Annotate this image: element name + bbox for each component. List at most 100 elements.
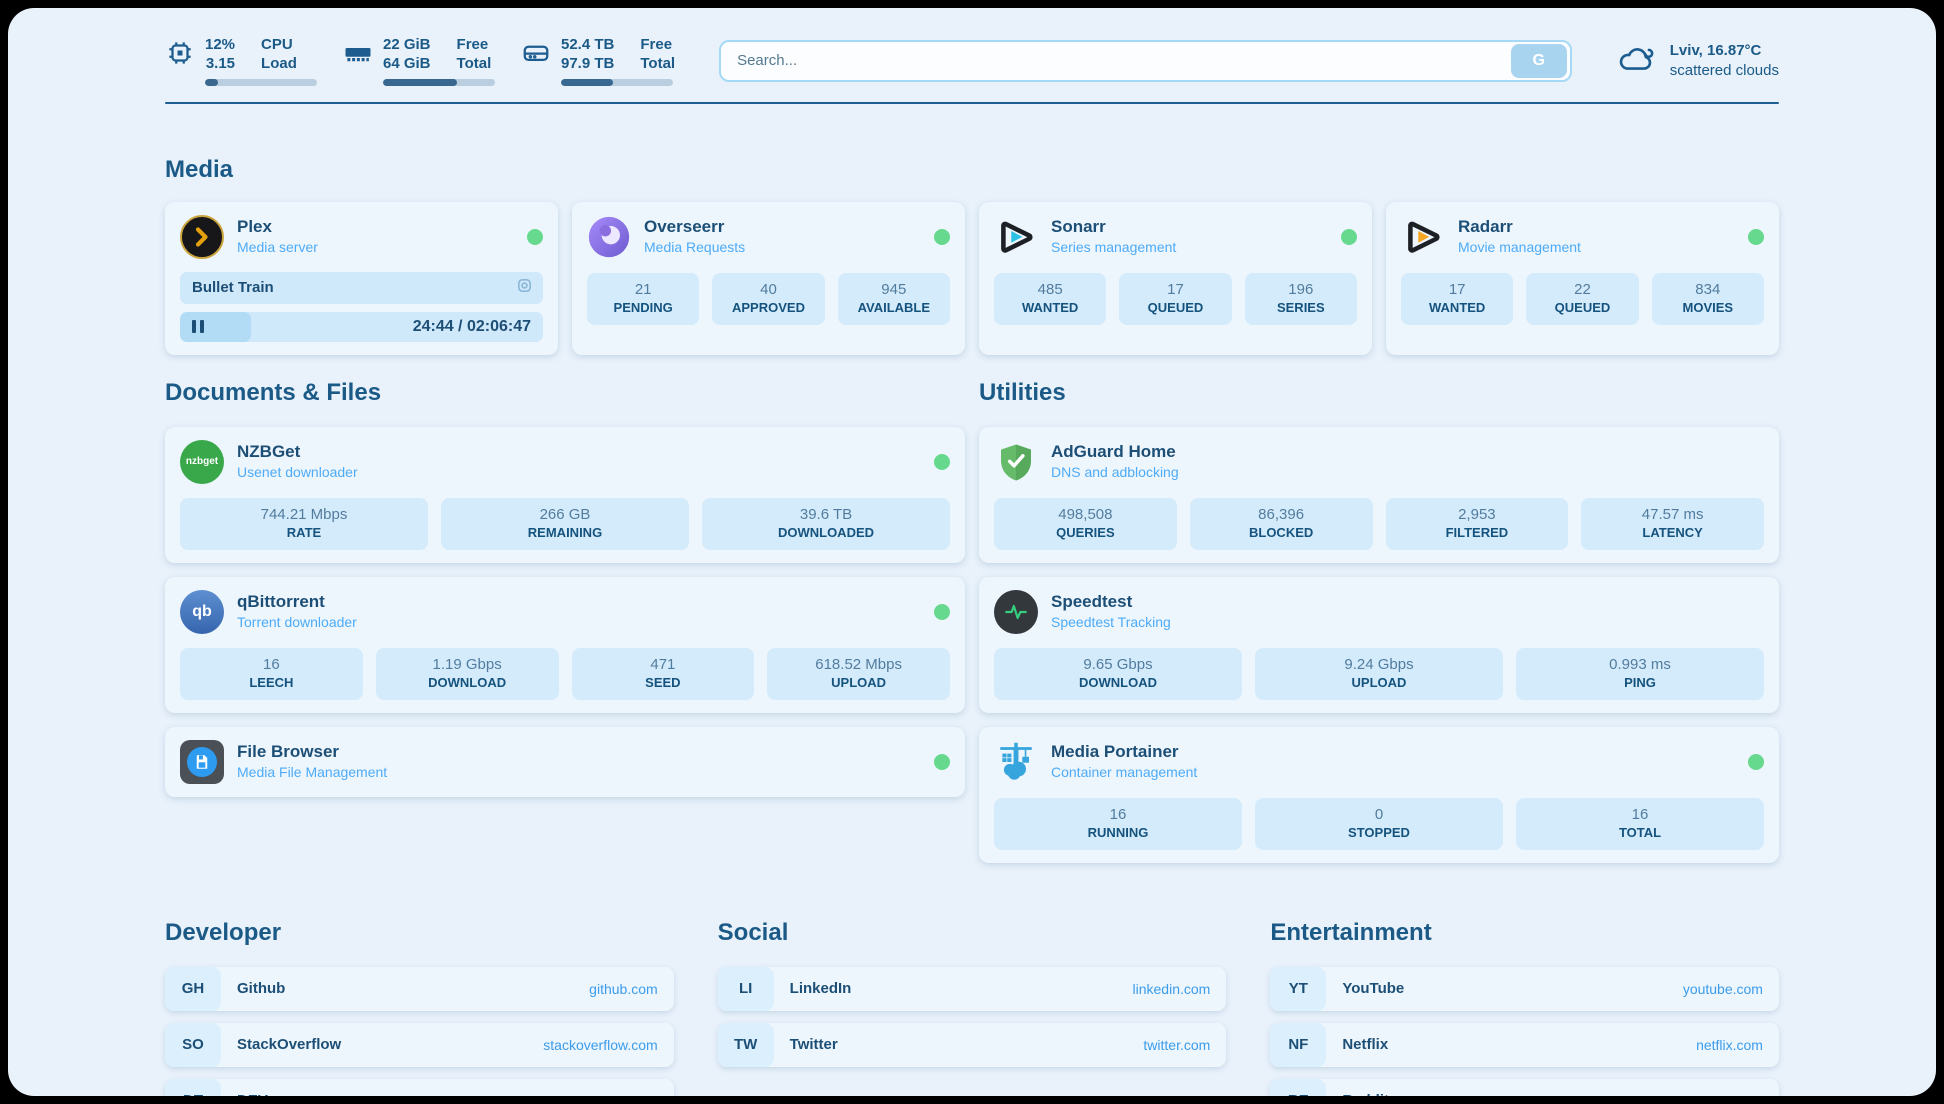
section-title-social: Social <box>717 918 789 946</box>
app-card-portainer[interactable]: Media Portainer Container management 16 R… <box>979 726 1779 863</box>
bookmark-name: Twitter <box>789 1036 838 1054</box>
stat-wanted: 17 WANTED <box>1401 272 1514 325</box>
bookmark-url[interactable]: reddit.com <box>1698 1093 1763 1096</box>
status-dot <box>527 228 543 245</box>
weather-condition: scattered clouds <box>1669 61 1779 79</box>
search-input[interactable] <box>721 52 1511 70</box>
app-card-filebrowser[interactable]: File Browser Media File Management <box>165 726 965 797</box>
bookmark-name: Netflix <box>1342 1036 1389 1054</box>
disk-total-label: Total <box>640 54 676 72</box>
app-card-qbittorrent[interactable]: qb qBittorrent Torrent downloader 16 LEEC… <box>165 576 965 713</box>
playback-progress[interactable]: 24:44 / 02:06:47 <box>180 311 543 342</box>
stat-total: 16 TOTAL <box>1516 797 1764 850</box>
app-subtitle: Container management <box>1051 763 1198 780</box>
bookmark-name: DEV <box>237 1092 268 1096</box>
stat-running: 16 RUNNING <box>994 797 1242 850</box>
bookmark-reddit[interactable]: RE Reddit reddit.com <box>1270 1078 1779 1096</box>
radarr-icon <box>1401 215 1445 259</box>
bookmark-url[interactable]: github.com <box>589 980 658 997</box>
stat-blocked: 86,396 BLOCKED <box>1189 497 1373 550</box>
disk-free-value: 52.4 TB <box>561 36 615 53</box>
plex-icon <box>180 214 224 259</box>
search-box: G <box>719 39 1572 82</box>
stat-series: 196 SERIES <box>1244 272 1357 325</box>
nzbget-icon: nzbget <box>180 439 224 484</box>
app-subtitle: Torrent downloader <box>237 613 357 630</box>
app-title: Sonarr <box>1051 217 1106 237</box>
status-dot <box>934 228 950 245</box>
app-card-radarr[interactable]: Radarr Movie management 17 WANTED 22 QUEUE… <box>1386 201 1779 355</box>
bookmark-linkedin[interactable]: LI LinkedIn linkedin.com <box>717 966 1227 1011</box>
app-title: AdGuard Home <box>1051 442 1176 462</box>
section-utilities: Utilities AdGuard Home <box>979 379 1779 863</box>
app-card-overseerr[interactable]: Overseerr Media Requests 21 PENDING 40 APP… <box>572 201 965 355</box>
speedtest-icon <box>994 589 1038 634</box>
bookmark-url[interactable]: stackoverflow.com <box>543 1036 658 1053</box>
app-card-plex[interactable]: Plex Media server Bullet Train <box>165 201 558 355</box>
disk-widget: 52.4 TB 97.9 TB Free Total <box>521 36 675 86</box>
weather-widget: Lviv, 16.87°C scattered clouds <box>1616 41 1779 82</box>
stat-queued: 22 QUEUED <box>1526 272 1639 325</box>
stat-queued: 17 QUEUED <box>1119 272 1232 325</box>
now-playing-bar[interactable]: Bullet Train <box>180 271 543 304</box>
stat-seed: 471 SEED <box>571 647 755 700</box>
section-title-entertainment: Entertainment <box>1270 918 1432 946</box>
ram-free-label: Free <box>456 36 489 53</box>
bookmark-abbr: YT <box>1270 966 1327 1011</box>
bookmark-name: Reddit <box>1342 1092 1389 1096</box>
bookmark-name: Github <box>237 980 286 998</box>
bookmark-name: StackOverflow <box>237 1036 342 1054</box>
stat-wanted: 485 WANTED <box>994 272 1107 325</box>
app-card-speedtest[interactable]: Speedtest Speedtest Tracking 9.65 Gbps DO… <box>979 576 1779 713</box>
bookmark-url[interactable]: dev.to <box>621 1093 658 1096</box>
overseerr-icon <box>587 215 631 259</box>
section-media: Media Plex Media server <box>165 156 1779 355</box>
adguard-icon <box>994 440 1038 484</box>
bookmark-github[interactable]: GH Github github.com <box>165 966 674 1011</box>
bookmark-abbr: DT <box>165 1078 221 1096</box>
app-title: Media Portainer <box>1051 742 1179 762</box>
app-subtitle: Movie management <box>1458 238 1581 255</box>
bookmark-url[interactable]: linkedin.com <box>1132 980 1211 997</box>
status-dot <box>1341 228 1357 245</box>
now-playing-title: Bullet Train <box>192 279 274 296</box>
app-title: Radarr <box>1458 217 1513 237</box>
status-dot <box>934 753 950 770</box>
cpu-load-value: 3.15 <box>205 54 236 72</box>
app-title: Speedtest <box>1051 592 1133 612</box>
bookmark-twitter[interactable]: TW Twitter twitter.com <box>717 1022 1227 1067</box>
bookmark-url[interactable]: netflix.com <box>1696 1036 1763 1053</box>
bookmark-stackoverflow[interactable]: SO StackOverflow stackoverflow.com <box>165 1022 674 1067</box>
app-card-adguard[interactable]: AdGuard Home DNS and adblocking 498,508 Q… <box>979 426 1779 563</box>
status-dot <box>934 603 950 620</box>
ram-progress-bar <box>383 78 495 86</box>
stat-approved: 40 APPROVED <box>712 272 825 325</box>
app-card-nzbget[interactable]: nzbget NZBGet Usenet downloader 744.21 M… <box>165 426 965 563</box>
bookmark-group-entertainment: Entertainment YT YouTube youtube.com NF … <box>1270 919 1779 1096</box>
stat-upload: 618.52 Mbps UPLOAD <box>767 647 950 700</box>
app-subtitle: Media Requests <box>644 238 746 255</box>
cpu-progress-bar <box>205 78 317 86</box>
app-subtitle: Usenet downloader <box>237 463 358 480</box>
stat-ping: 0.993 ms PING <box>1516 647 1764 700</box>
pause-icon[interactable] <box>192 320 204 333</box>
bookmark-dev[interactable]: DT DEV dev.to <box>165 1078 674 1096</box>
bookmark-url[interactable]: twitter.com <box>1143 1036 1211 1053</box>
bookmark-url[interactable]: youtube.com <box>1682 980 1763 997</box>
bookmark-abbr: LI <box>717 966 774 1011</box>
gear-icon[interactable] <box>516 277 533 299</box>
bookmark-netflix[interactable]: NF Netflix netflix.com <box>1270 1022 1779 1067</box>
cpu-widget: 12% 3.15 CPU Load <box>165 36 317 86</box>
bookmark-youtube[interactable]: YT YouTube youtube.com <box>1270 966 1779 1011</box>
app-subtitle: Media File Management <box>237 763 388 780</box>
section-documents: Documents & Files nzbget NZBGet Usenet d… <box>165 379 965 797</box>
disk-icon <box>521 38 551 73</box>
stat-available: 945 AVAILABLE <box>837 272 950 325</box>
bookmark-name: YouTube <box>1342 980 1405 998</box>
app-card-sonarr[interactable]: Sonarr Series management 485 WANTED 17 QUE… <box>979 201 1372 355</box>
ram-free-value: 22 GiB <box>383 36 431 53</box>
search-engine-button[interactable]: G <box>1510 43 1567 78</box>
ram-total-value: 64 GiB <box>383 54 431 72</box>
stat-latency: 47.57 ms LATENCY <box>1581 497 1764 550</box>
